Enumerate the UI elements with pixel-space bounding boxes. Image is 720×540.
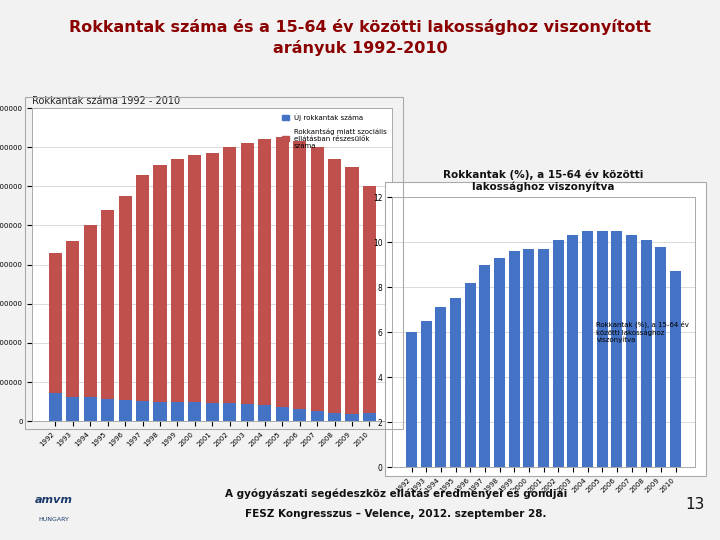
Bar [363, 186, 376, 421]
Bar [310, 410, 324, 421]
Bar [436, 307, 446, 467]
Text: Rokkantak száma 1992 - 2010: Rokkantak száma 1992 - 2010 [32, 96, 181, 106]
Bar [465, 282, 476, 467]
Bar [293, 141, 306, 421]
Bar [450, 298, 461, 467]
Bar [171, 402, 184, 421]
Bar [582, 231, 593, 467]
Bar [189, 155, 202, 421]
Bar [480, 265, 490, 467]
Bar [136, 401, 149, 421]
Bar [494, 258, 505, 467]
Bar [553, 240, 564, 467]
Bar [567, 235, 578, 467]
Bar [406, 332, 417, 467]
Bar [206, 403, 219, 421]
Text: FESZ Kongresszus – Velence, 2012. szeptember 28.: FESZ Kongresszus – Velence, 2012. szepte… [246, 509, 546, 519]
Title: Rokkantak (%), a 15-64 év közötti
lakossághoz viszonyítva: Rokkantak (%), a 15-64 év közötti lakoss… [444, 170, 644, 192]
Text: 13: 13 [685, 497, 704, 512]
Bar [101, 399, 114, 421]
Bar [240, 143, 254, 421]
Bar [611, 231, 622, 467]
Bar [49, 253, 62, 421]
Bar [223, 403, 236, 421]
Bar [153, 165, 166, 421]
Bar [206, 153, 219, 421]
Bar [597, 231, 608, 467]
Bar [258, 139, 271, 421]
Bar [153, 402, 166, 421]
Legend: Rokkantak (%), a 15-64 év
közötti lakossághoz
viszonyítva: Rokkantak (%), a 15-64 év közötti lakoss… [582, 319, 691, 346]
Text: Rokkantak száma és a 15-64 év közötti lakossághoz viszonyított: Rokkantak száma és a 15-64 év közötti la… [69, 19, 651, 35]
Bar [119, 196, 132, 421]
Bar [189, 402, 202, 421]
Bar [258, 405, 271, 421]
Bar [240, 403, 254, 421]
Bar [346, 414, 359, 421]
Bar [49, 393, 62, 421]
Bar [655, 247, 667, 467]
Bar [119, 400, 132, 421]
Bar [328, 159, 341, 421]
Bar [670, 271, 681, 467]
Legend: Új rokkantak száma, Rokkantság miatt szociális
ellátásban részesülők
száma: Új rokkantak száma, Rokkantság miatt szo… [279, 111, 389, 151]
Text: amvm: amvm [35, 495, 73, 505]
Bar [84, 397, 96, 421]
Bar [171, 159, 184, 421]
Bar [66, 241, 79, 421]
Bar [276, 137, 289, 421]
Bar [641, 240, 652, 467]
Bar [276, 407, 289, 421]
Bar [509, 251, 520, 467]
Bar [346, 167, 359, 421]
Bar [136, 174, 149, 421]
Bar [420, 321, 432, 467]
Bar [101, 210, 114, 421]
Bar [310, 147, 324, 421]
Bar [538, 249, 549, 467]
Bar [84, 226, 96, 421]
Bar [293, 409, 306, 421]
Text: A gyógyászati segédeszköz ellátás eredményei és gondjai: A gyógyászati segédeszköz ellátás eredmé… [225, 489, 567, 500]
Text: HUNGARY: HUNGARY [39, 517, 69, 522]
Bar [223, 147, 236, 421]
Bar [328, 413, 341, 421]
Bar [626, 235, 637, 467]
Text: arányuk 1992-2010: arányuk 1992-2010 [273, 40, 447, 57]
Bar [523, 249, 534, 467]
Bar [66, 396, 79, 421]
Bar [363, 413, 376, 421]
